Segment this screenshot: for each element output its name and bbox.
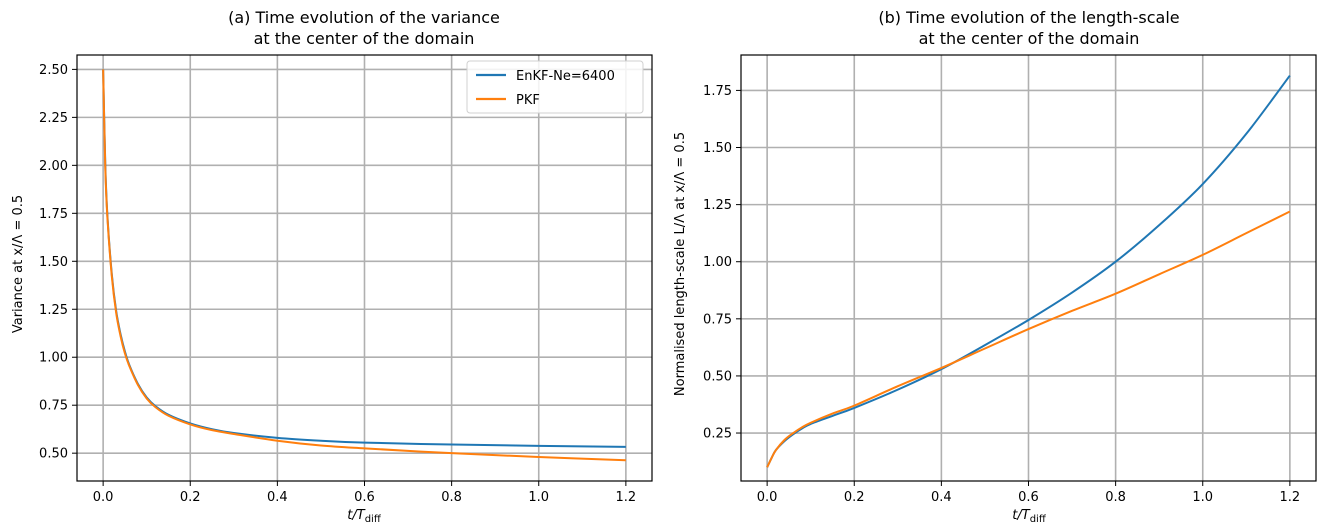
chart-b-ytick-label: 0.25 <box>703 427 732 442</box>
chart-a-xtick-label: 0.6 <box>354 490 375 505</box>
chart-b-series <box>766 74 1291 468</box>
chart-a-xtick-label: 0.0 <box>93 490 114 505</box>
chart-b-title-line1: (b) Time evolution of the length-scale <box>878 8 1179 27</box>
chart-a-ytick-label: 1.75 <box>39 207 68 222</box>
legend-label-enkf: EnKF-Ne=6400 <box>516 69 615 84</box>
chart-b-xtick-label: 1.2 <box>1280 490 1301 505</box>
chart-a-xtick-label: 0.2 <box>180 490 201 505</box>
chart-b-ytick-label: 0.50 <box>703 369 732 384</box>
chart-b-grid <box>741 55 1316 481</box>
chart-a-grid <box>77 55 652 481</box>
chart-a-xlabel: t/Tdiff <box>347 508 382 525</box>
chart-a-ytick-label: 1.50 <box>39 255 68 270</box>
chart-a-xtick-label: 0.4 <box>267 490 288 505</box>
chart-a-ytick-label: 1.00 <box>39 351 68 366</box>
chart-b-xtick-label: 1.0 <box>1192 490 1213 505</box>
chart-a-xtick-label: 1.2 <box>616 490 637 505</box>
legend-box <box>466 60 644 114</box>
chart-b-xtick-label: 0.0 <box>757 490 778 505</box>
chart-b-ytick-label: 1.50 <box>703 141 732 156</box>
chart-a-xtick-label: 0.8 <box>441 490 462 505</box>
chart-b-ytick-label: 1.25 <box>703 198 732 213</box>
chart-b-xtick-label: 0.4 <box>931 490 952 505</box>
chart-panel-b: (b) Time evolution of the length-scale a… <box>673 8 1317 525</box>
chart-a-ytick-label: 2.50 <box>39 63 68 78</box>
chart-a-ytick-label: 2.25 <box>39 111 68 126</box>
chart-b-xlabel: t/Tdiff <box>1012 508 1047 525</box>
chart-a-ytick-label: 0.75 <box>39 399 68 414</box>
chart-a-xtick-label: 1.0 <box>528 490 549 505</box>
chart-b-title-line2: at the center of the domain <box>919 29 1140 48</box>
chart-b-xtick-label: 0.6 <box>1018 490 1039 505</box>
chart-panel-a: (a) Time evolution of the variance at th… <box>11 8 653 525</box>
chart-a-ytick-label: 2.00 <box>39 159 68 174</box>
chart-a-ticks: 0.0 0.2 0.4 0.6 0.8 1.0 1.2 0.50 0.75 1.00 1.25 1.5… <box>39 63 636 505</box>
chart-b-ytick-label: 0.75 <box>703 312 732 327</box>
chart-b-ticks: 0.0 0.2 0.4 0.6 0.8 1.0 1.2 0.25 0.50 0.75 1.00 1.2… <box>703 84 1300 505</box>
chart-a-legend: EnKF-Ne=6400 PKF <box>466 60 644 114</box>
chart-b-xtick-label: 0.2 <box>844 490 865 505</box>
chart-a-ytick-label: 1.25 <box>39 303 68 318</box>
chart-a-ylabel: Variance at x/Λ = 0.5 <box>11 195 26 333</box>
chart-b-xtick-label: 0.8 <box>1105 490 1126 505</box>
chart-a-title-line2: at the center of the domain <box>254 29 475 48</box>
chart-b-series-pkf-line <box>766 210 1291 468</box>
chart-b-ytick-label: 1.75 <box>703 84 732 99</box>
chart-b-ytick-label: 1.00 <box>703 255 732 270</box>
chart-a-ytick-label: 0.50 <box>39 447 68 462</box>
chart-b-ylabel: Normalised length-scale L/Λ at x/Λ = 0.5 <box>673 132 688 396</box>
legend-label-pkf: PKF <box>516 93 540 108</box>
chart-a-title-line1: (a) Time evolution of the variance <box>228 8 500 27</box>
chart-a-series-pkf-line <box>102 69 626 462</box>
chart-a-series <box>102 69 626 462</box>
